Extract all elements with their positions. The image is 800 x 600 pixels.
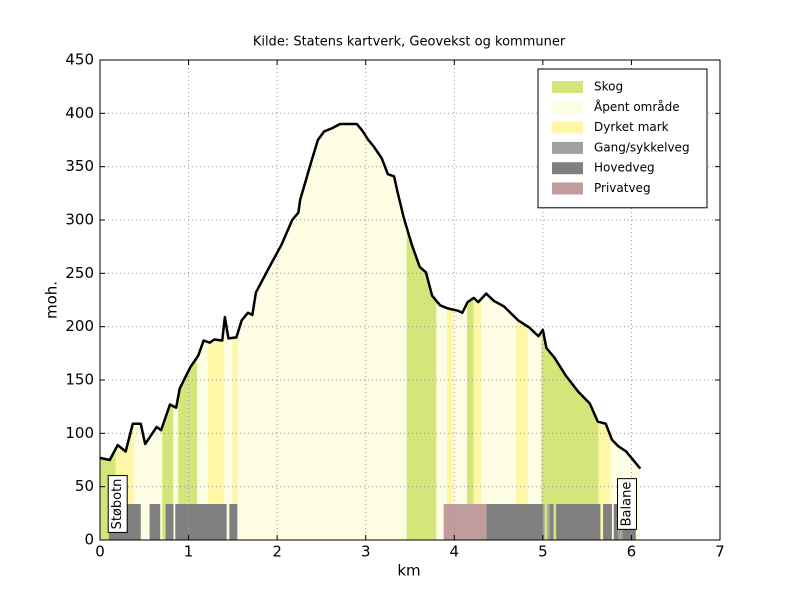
legend-swatch: [552, 121, 583, 134]
place-label: Balane: [617, 478, 637, 530]
y-tick-label: 250: [65, 264, 94, 282]
legend-swatch: [552, 182, 583, 195]
elevation-line: [99, 122, 642, 470]
cover-area: [466, 297, 475, 541]
road-band: [603, 504, 612, 540]
road-band: [613, 504, 619, 540]
legend-label: Hovedveg: [594, 161, 655, 175]
y-tick-label: 350: [65, 157, 94, 175]
x-tick-label: 7: [715, 543, 725, 561]
road-band: [547, 504, 550, 540]
y-tick-label: 100: [65, 424, 94, 442]
x-tick-label: 5: [538, 543, 548, 561]
legend-swatch: [552, 101, 583, 114]
legend-label: Privatveg: [594, 181, 651, 195]
road-band: [149, 504, 161, 540]
legend-swatch: [552, 162, 583, 175]
legend-label: Åpent område: [594, 99, 680, 114]
road-band: [549, 504, 554, 540]
road-band: [175, 504, 227, 540]
legend-label: Gang/sykkelveg: [594, 140, 690, 154]
plot-frame: [99, 59, 721, 541]
x-tick-label: 2: [272, 543, 282, 561]
x-tick-label: 4: [450, 543, 460, 561]
road-band: [229, 504, 238, 540]
road-band: [486, 504, 543, 540]
x-tick-label: 0: [95, 543, 105, 561]
y-axis-label: moh.: [43, 281, 61, 319]
place-label: Støbotn: [107, 475, 128, 533]
x-tick-label: 3: [361, 543, 371, 561]
x-tick-label: 1: [184, 543, 194, 561]
place-label-box: [617, 478, 637, 530]
place-label-text: Støbotn: [110, 479, 125, 530]
cover-area: [237, 123, 407, 541]
road-band: [165, 504, 174, 540]
legend-swatch: [552, 141, 583, 154]
y-tick-label: 50: [75, 477, 94, 495]
road-band: [443, 504, 487, 540]
chart-title: Kilde: Statens kartverk, Geovekst og kom…: [253, 35, 566, 50]
place-label-text: Balane: [620, 482, 635, 527]
cover-area: [480, 293, 517, 541]
place-label-box: [107, 475, 128, 533]
y-tick-label: 450: [65, 51, 94, 69]
legend-label: Skog: [594, 80, 623, 94]
x-axis-label: km: [397, 562, 420, 580]
y-tick-label: 400: [65, 104, 94, 122]
y-tick-label: 150: [65, 371, 94, 389]
legend-swatch: [552, 81, 583, 93]
road-band: [556, 504, 601, 540]
legend-label: Dyrket mark: [594, 120, 669, 134]
cover-area: [473, 297, 482, 541]
y-tick-label: 300: [65, 211, 94, 229]
y-tick-label: 200: [65, 317, 94, 335]
road-band: [542, 504, 545, 540]
y-tick-label: 0: [84, 531, 94, 549]
x-tick-label: 6: [627, 543, 637, 561]
